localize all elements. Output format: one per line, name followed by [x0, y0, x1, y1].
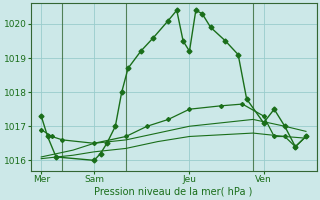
X-axis label: Pression niveau de la mer( hPa ): Pression niveau de la mer( hPa )	[94, 187, 253, 197]
